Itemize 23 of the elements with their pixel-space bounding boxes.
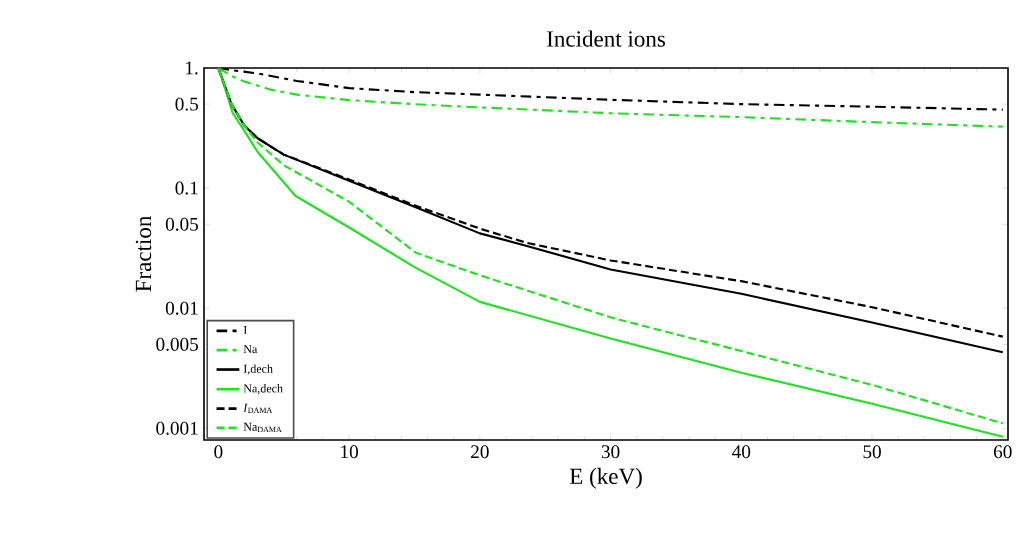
legend-label: I$_{DAMA}$ xyxy=(243,403,273,413)
legend-label: Na$_{DAMA}$ xyxy=(243,422,282,433)
legend-label: I,dech xyxy=(243,364,273,375)
x-tick-label: 50 xyxy=(863,445,881,459)
y-tick-label: 0.05 xyxy=(165,217,199,231)
chart-title: Incident ions xyxy=(547,30,666,47)
x-tick-label: 60 xyxy=(993,445,1012,459)
y-tick-label: 0.01 xyxy=(165,301,198,315)
x-tick-label: 20 xyxy=(471,445,489,459)
y-tick-label: 0.001 xyxy=(156,421,198,435)
x-tick-label: 10 xyxy=(341,445,358,459)
x-axis-title: E (keV) xyxy=(569,467,642,489)
x-tick-label: 40 xyxy=(732,445,751,459)
x-tick-label: 30 xyxy=(601,445,620,459)
y-tick-label: 1. xyxy=(186,61,198,75)
y-axis-title: Fraction xyxy=(135,215,152,292)
y-tick-label: 0.1 xyxy=(175,181,198,195)
legend-label: Na xyxy=(243,345,258,354)
x-tick-label: 0 xyxy=(214,445,223,459)
legend-label: I xyxy=(243,325,247,334)
y-tick-label: 0.005 xyxy=(156,337,199,351)
y-tick-label: 0.5 xyxy=(175,97,199,111)
legend-label: Na,dech xyxy=(243,384,283,395)
